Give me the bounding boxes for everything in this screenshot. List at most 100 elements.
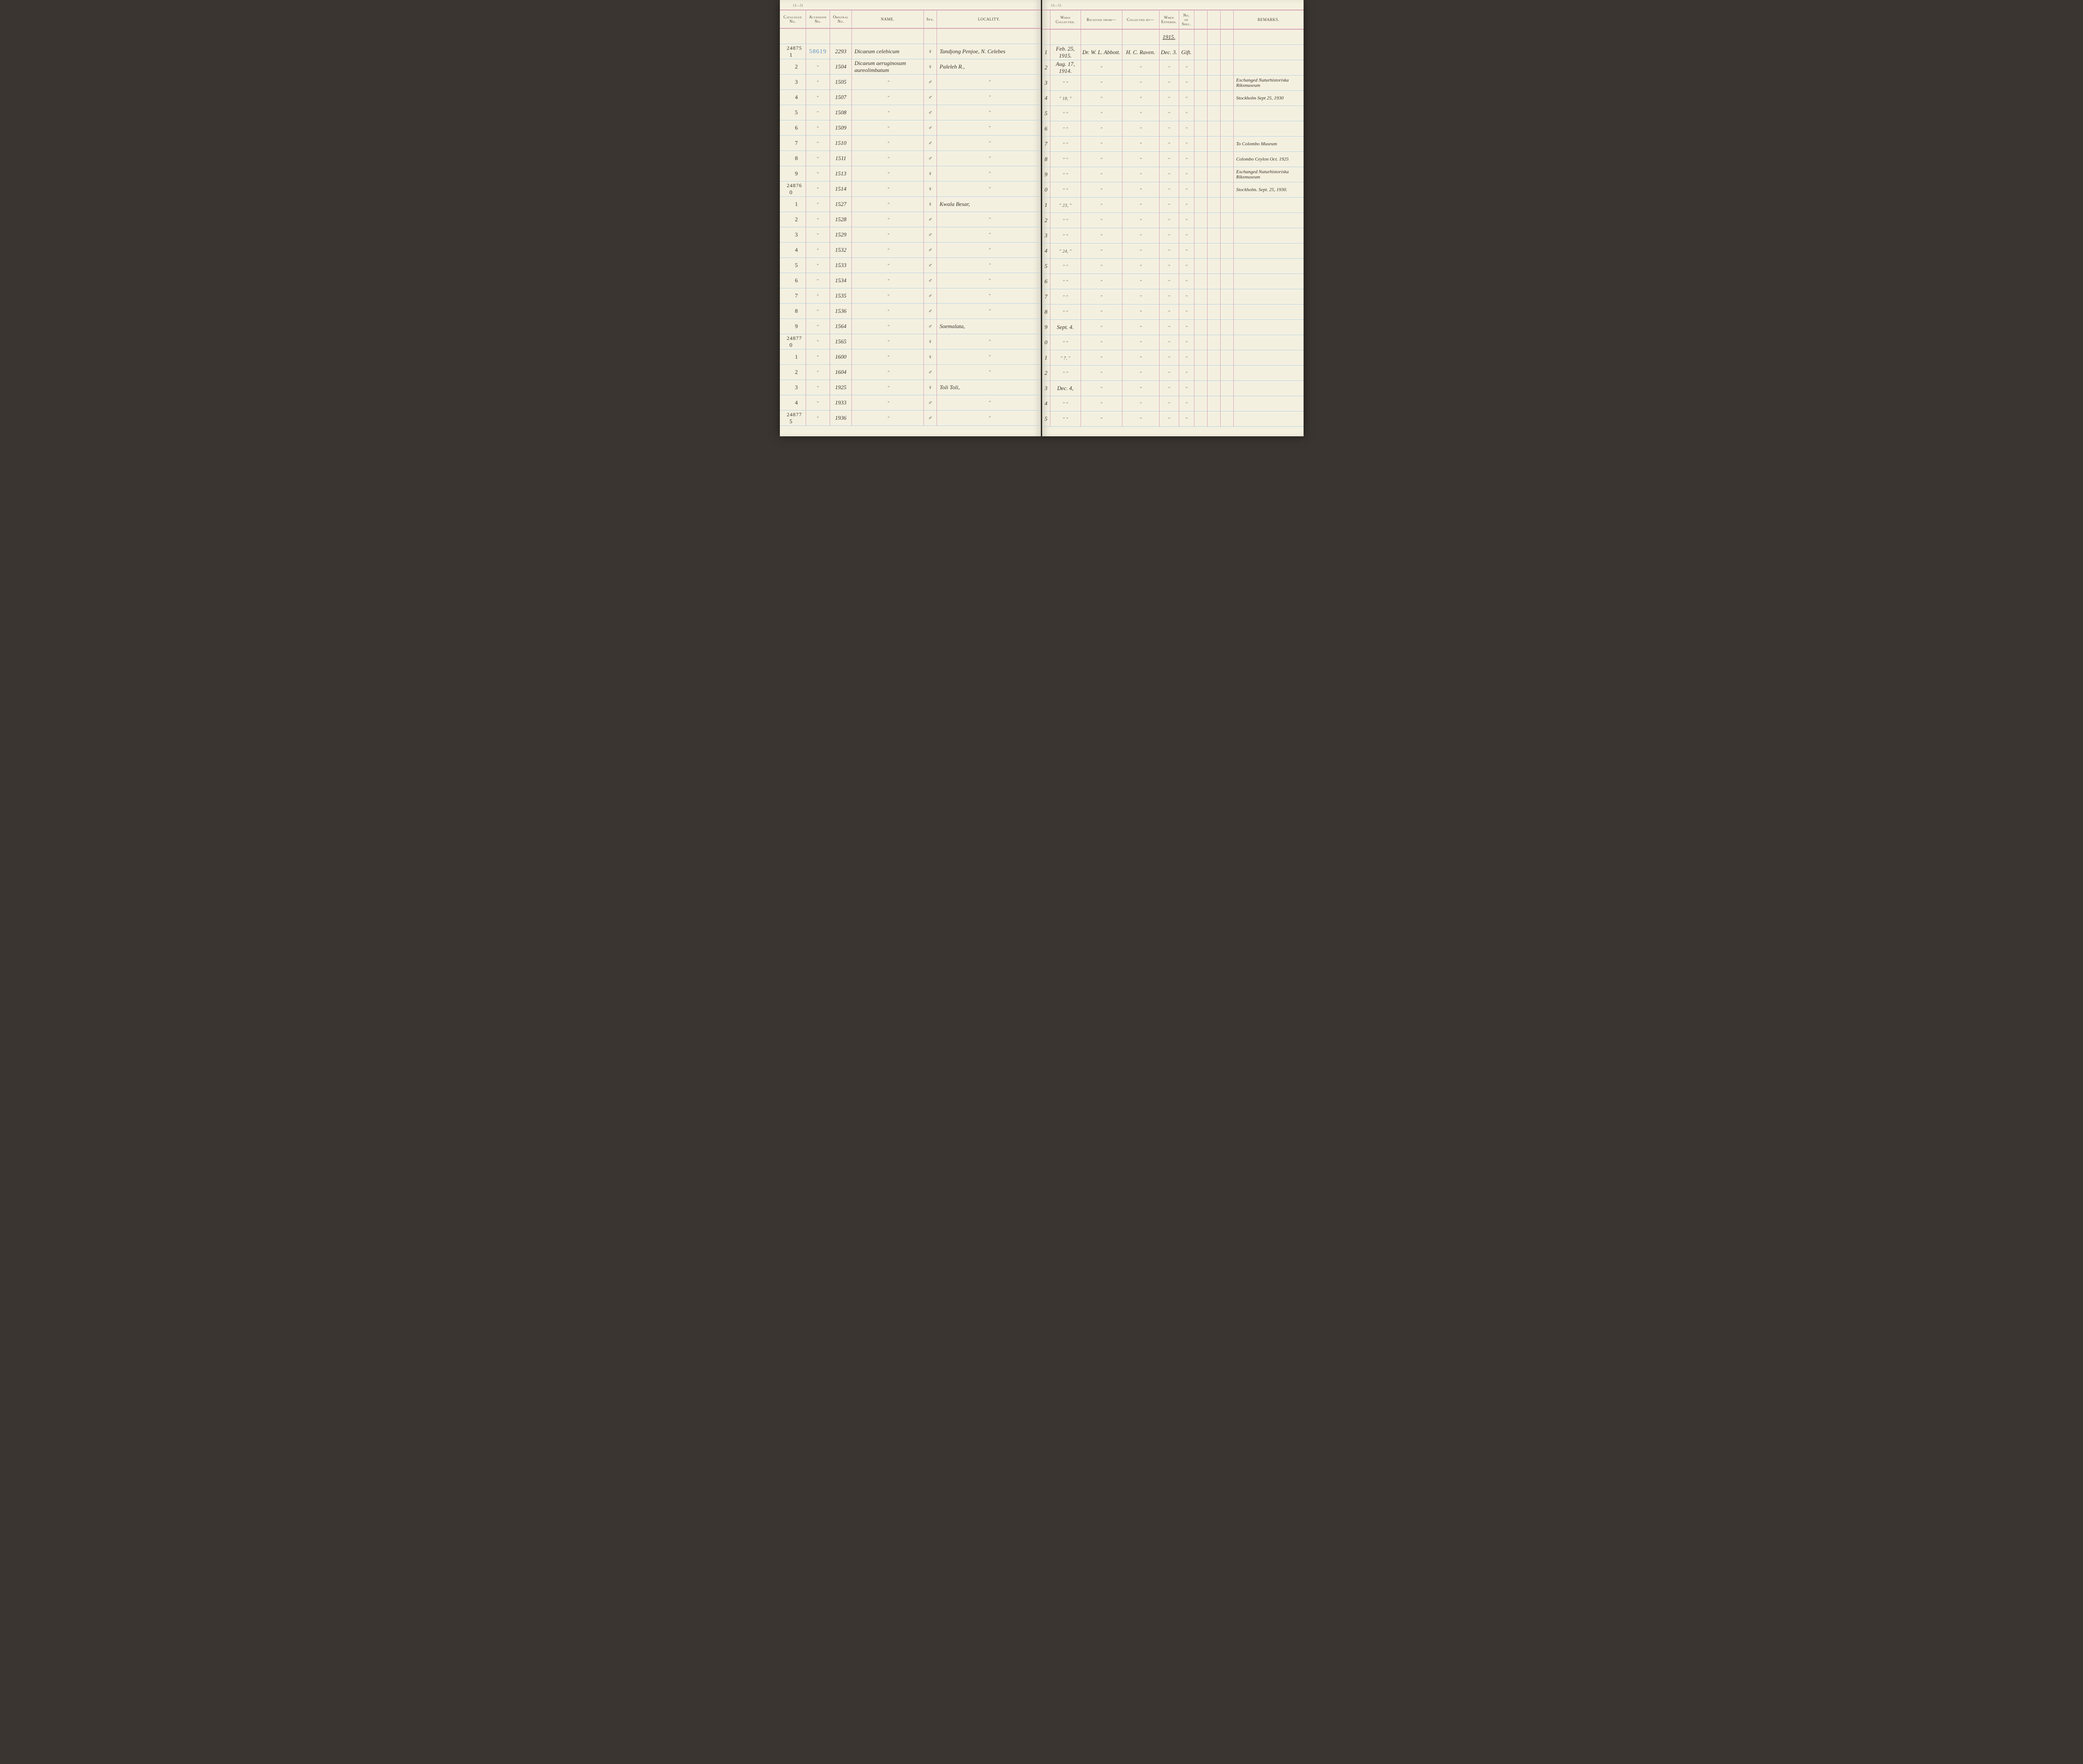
cell-received-from: "	[1081, 411, 1122, 427]
cell-sex: ♂	[924, 227, 937, 243]
cell-when-collected: " "	[1050, 228, 1081, 243]
cell-original: 1510	[830, 136, 852, 151]
cell-received-from: "	[1081, 350, 1122, 366]
cell-received-from: "	[1081, 167, 1122, 182]
cell-accession: "	[806, 395, 830, 411]
header-sex: Sex.	[924, 10, 937, 28]
cell-when-entered: "	[1159, 228, 1179, 243]
cell-blank1	[1194, 60, 1207, 75]
cell-remarks	[1233, 305, 1304, 320]
cell-received-from: "	[1081, 335, 1122, 350]
cell-remarks	[1233, 411, 1304, 427]
cell-blank3	[1220, 60, 1233, 75]
table-row: 5" """""	[1042, 106, 1304, 121]
cell-when-collected: " "	[1050, 305, 1081, 320]
cell-catalogue: 24876 0	[780, 182, 806, 197]
cell-blank2	[1207, 75, 1220, 91]
cell-received-from: "	[1081, 396, 1122, 411]
cell-sex: ♂	[924, 288, 937, 304]
cell-when-entered: "	[1159, 274, 1179, 289]
cell-rownum: 0	[1042, 182, 1050, 198]
cell-accession: "	[806, 288, 830, 304]
cell-blank1	[1194, 121, 1207, 137]
cell-blank3	[1220, 45, 1233, 60]
cell-sex: ♂	[924, 319, 937, 334]
cell-when-entered: "	[1159, 75, 1179, 91]
cell-original: 1565	[830, 334, 852, 349]
cell-accession: "	[806, 105, 830, 120]
cell-catalogue: 24875 1	[780, 44, 806, 59]
cell-rownum: 4	[1042, 396, 1050, 411]
cell-rownum: 4	[1042, 243, 1050, 259]
cell-received-from: "	[1081, 305, 1122, 320]
cell-blank2	[1207, 335, 1220, 350]
cell-blank3	[1220, 305, 1233, 320]
cell-original: 1527	[830, 197, 852, 212]
cell-accession: "	[806, 227, 830, 243]
cell-accession: "	[806, 349, 830, 365]
cell-when-collected: " "	[1050, 289, 1081, 305]
cell-name: "	[852, 288, 924, 304]
cell-remarks	[1233, 289, 1304, 305]
ledger-book: 13—51 CatalogueNo. AccessionNo. Original…	[780, 0, 1304, 436]
cell-received-from: "	[1081, 198, 1122, 213]
table-row: 3"1505"♂"	[780, 75, 1041, 90]
cell-name: "	[852, 365, 924, 380]
cell-sex: ♂	[924, 304, 937, 319]
cell-sex: ♀	[924, 380, 937, 395]
cell-sex: ♂	[924, 151, 937, 166]
cell-received-from: "	[1081, 213, 1122, 228]
cell-catalogue: 4	[780, 243, 806, 258]
table-row: 8" """""	[1042, 305, 1304, 320]
table-row: 7"1535"♂"	[780, 288, 1041, 304]
cell-blank1	[1194, 228, 1207, 243]
cell-received-from: "	[1081, 320, 1122, 335]
cell-when-collected: " 18, "	[1050, 91, 1081, 106]
cell-blank3	[1220, 289, 1233, 305]
table-row: 8" """""Colombo Ceylon Oct. 1925	[1042, 152, 1304, 167]
cell-no-spec: "	[1179, 91, 1194, 106]
cell-name: "	[852, 197, 924, 212]
cell-when-collected: " "	[1050, 106, 1081, 121]
cell-blank1	[1194, 213, 1207, 228]
cell-catalogue: 2	[780, 59, 806, 75]
cell-remarks	[1233, 60, 1304, 75]
cell-catalogue: 9	[780, 319, 806, 334]
cell-no-spec: "	[1179, 243, 1194, 259]
cell-catalogue: 5	[780, 258, 806, 273]
cell-received-from: "	[1081, 121, 1122, 137]
cell-locality: "	[937, 288, 1041, 304]
cell-blank1	[1194, 182, 1207, 198]
header-rownum	[1042, 10, 1050, 29]
cell-rownum: 3	[1042, 228, 1050, 243]
table-row: 4"1507"♂"	[780, 90, 1041, 105]
cell-remarks	[1233, 228, 1304, 243]
cell-blank1	[1194, 91, 1207, 106]
cell-when-collected: " 23, "	[1050, 198, 1081, 213]
cell-received-from: "	[1081, 137, 1122, 152]
cell-locality: "	[937, 304, 1041, 319]
table-row: 5"1533"♂"	[780, 258, 1041, 273]
cell-when-entered: "	[1159, 60, 1179, 75]
cell-no-spec: "	[1179, 305, 1194, 320]
cell-blank2	[1207, 381, 1220, 396]
cell-name: Dicaeum aeruginosum aureolimbatum	[852, 59, 924, 75]
cell-name: "	[852, 182, 924, 197]
cell-blank3	[1220, 335, 1233, 350]
cell-locality: "	[937, 182, 1041, 197]
cell-blank1	[1194, 366, 1207, 381]
cell-collected-by: "	[1122, 198, 1159, 213]
cell-remarks	[1233, 198, 1304, 213]
cell-remarks: Colombo Ceylon Oct. 1925	[1233, 152, 1304, 167]
cell-sex: ♀	[924, 59, 937, 75]
cell-catalogue: 3	[780, 380, 806, 395]
ledger-table-left: CatalogueNo. AccessionNo. OriginalNo. NA…	[780, 10, 1041, 426]
cell-when-entered: "	[1159, 350, 1179, 366]
cell-no-spec: "	[1179, 411, 1194, 427]
header-when-collected: WhenCollected.	[1050, 10, 1081, 29]
cell-blank1	[1194, 152, 1207, 167]
cell-blank1	[1194, 411, 1207, 427]
cell-catalogue: 2	[780, 212, 806, 227]
cell-blank2	[1207, 137, 1220, 152]
cell-original: 1529	[830, 227, 852, 243]
